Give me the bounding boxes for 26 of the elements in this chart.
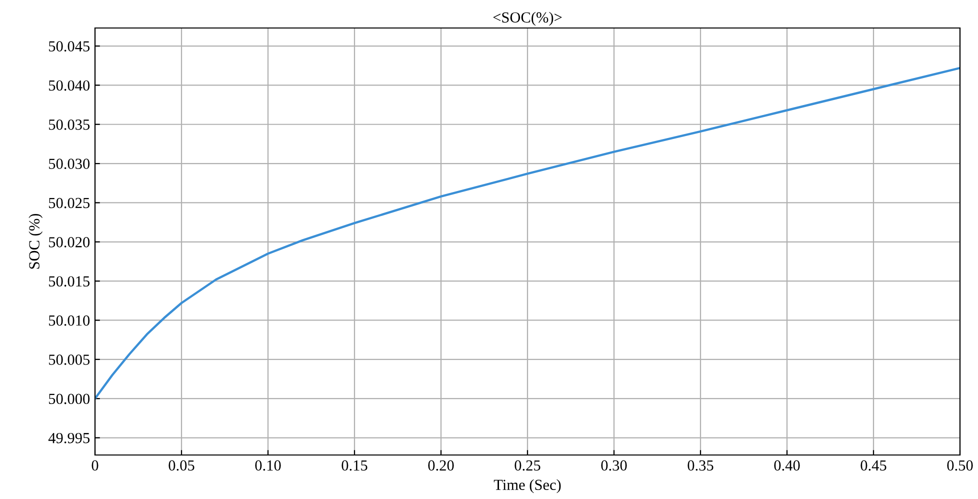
y-tick-label: 50.000	[49, 394, 90, 404]
x-tick-label: 0.45	[860, 460, 886, 471]
x-tick-label: 0.50	[947, 460, 973, 471]
x-tick-label: 0.30	[601, 460, 627, 471]
x-tick-label: 0.40	[774, 460, 800, 471]
x-tick-label: 0.10	[255, 460, 281, 471]
chart-title: <SOC(%)>	[493, 12, 562, 26]
y-tick-label: 49.995	[48, 432, 90, 444]
y-tick-label: 50.025	[49, 198, 90, 208]
x-tick-label: 0.20	[428, 460, 454, 471]
x-tick-label: 0.05	[168, 460, 194, 471]
y-tick-label: 50.035	[49, 120, 90, 130]
y-tick-label: 50.040	[49, 80, 90, 91]
y-tick-label: 50.045	[49, 41, 90, 52]
line-series	[95, 66, 960, 400]
y-axis-title: SOC (%)	[28, 214, 43, 269]
y-tick-label: 50.015	[49, 276, 90, 287]
x-axis-title: Time (Sec)	[494, 479, 561, 494]
y-tick-label: 50.010	[49, 315, 90, 326]
y-tick-label: 50.030	[49, 158, 90, 170]
y-tick-label: 50.005	[49, 354, 90, 365]
x-tick-label: 0	[92, 460, 98, 471]
y-tick-label: 50.020	[49, 237, 90, 248]
x-tick-label: 0.15	[342, 460, 368, 471]
x-tick-label: 0.25	[514, 460, 540, 471]
x-tick-label: 0.35	[688, 460, 714, 471]
